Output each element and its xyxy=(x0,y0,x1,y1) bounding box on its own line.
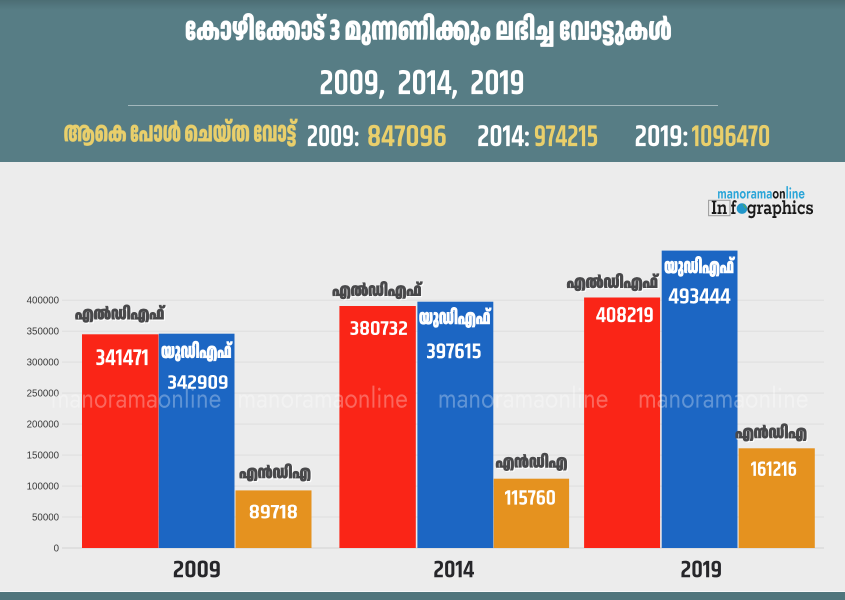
svg-text:200000: 200000 xyxy=(27,420,60,431)
svg-text:50000: 50000 xyxy=(32,512,60,523)
svg-text:150000: 150000 xyxy=(27,451,60,462)
svg-text:0: 0 xyxy=(54,543,60,554)
svg-text:250000: 250000 xyxy=(27,389,60,400)
svg-text:350000: 350000 xyxy=(27,327,60,338)
svg-text:100000: 100000 xyxy=(27,481,60,492)
svg-text:300000: 300000 xyxy=(27,358,60,369)
svg-text:400000: 400000 xyxy=(27,296,60,307)
